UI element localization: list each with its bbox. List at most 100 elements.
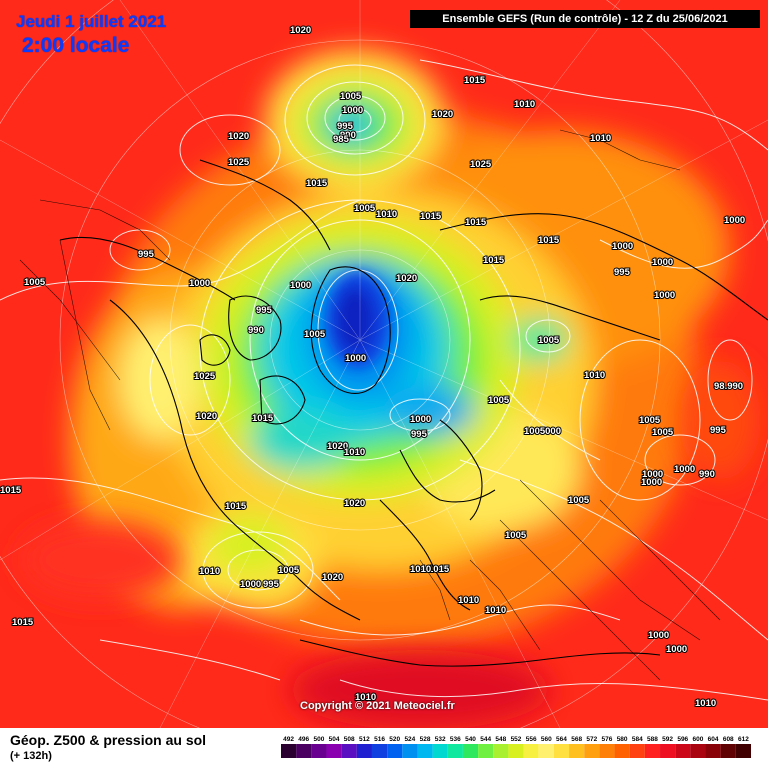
pressure-label: 1015 <box>428 564 450 575</box>
pressure-label: 1005 <box>538 335 560 346</box>
pressure-label: 1005 <box>354 203 376 214</box>
pressure-label: 1000 <box>290 280 311 291</box>
legend-value-label: 600 <box>693 736 704 743</box>
legend-value-label: 580 <box>617 736 628 743</box>
graticule-meridians <box>0 0 768 728</box>
pressure-label: 1010 <box>355 692 376 703</box>
pressure-label: 98.990 <box>714 381 743 392</box>
pressure-label: 990 <box>340 130 356 141</box>
pressure-label: 1015 <box>306 178 328 189</box>
legend-color-swatch <box>432 744 448 758</box>
legend-color-swatch <box>523 744 539 758</box>
legend-color-swatch <box>735 744 751 758</box>
legend-value-label: 572 <box>586 736 597 743</box>
pressure-label: 1005 <box>24 277 46 288</box>
legend-value-label: 568 <box>571 736 582 743</box>
pressure-label: 995 <box>263 579 280 590</box>
legend-value-label: 592 <box>662 736 673 743</box>
legend-value-label: 612 <box>738 736 749 743</box>
legend-color-swatch <box>629 744 645 758</box>
pressure-label: 1005 <box>568 495 590 506</box>
color-scale-legend: 492 496 500 504 508 512 516 520 524 528 532 536 540 5… <box>281 736 751 758</box>
legend-color-swatch <box>296 744 312 758</box>
pressure-label: 1010 <box>376 209 397 220</box>
pressure-label: 1000 <box>641 477 662 488</box>
pressure-label: 1000 <box>648 630 669 641</box>
pressure-label: 1010 <box>695 698 716 709</box>
pressure-label: 1015 <box>538 235 560 246</box>
legend-value-label: 532 <box>435 736 446 743</box>
pressure-label: 1015 <box>0 485 22 496</box>
pressure-label: 1015 <box>12 617 34 628</box>
pressure-label: 995 <box>614 267 631 278</box>
legend-color-swatch <box>538 744 554 758</box>
legend-color-swatch <box>720 744 736 758</box>
pressure-label: 990 <box>699 469 715 480</box>
legend-color-swatch <box>660 744 676 758</box>
pressure-label: 1005 <box>505 530 527 541</box>
isobar-lines <box>0 59 768 701</box>
legend-color-swatch <box>371 744 388 758</box>
legend-value-label: 524 <box>404 736 415 743</box>
legend-value-label: 500 <box>313 736 324 743</box>
pressure-label: 995 <box>710 425 727 436</box>
pressure-label: 1005 <box>278 565 300 576</box>
pressure-label: 1010 <box>199 566 220 577</box>
legend-color-swatch <box>311 744 327 758</box>
pressure-label: 1020 <box>432 109 453 120</box>
pressure-label: 1015 <box>225 501 247 512</box>
pressure-label: 1010 <box>410 564 431 575</box>
pressure-label: 1000 <box>666 644 687 655</box>
pressure-label: 1020 <box>196 411 217 422</box>
pressure-label: 990 <box>248 325 264 336</box>
pressure-label: 1000 <box>654 290 675 301</box>
pressure-label: 1015 <box>420 211 442 222</box>
pressure-label: 995 <box>138 249 155 260</box>
model-run-banner: Ensemble GEFS (Run de contrôle) - 12 Z d… <box>410 10 760 28</box>
legend-color-swatch <box>493 744 509 758</box>
pressure-label: 1000 <box>345 353 366 364</box>
legend-value-label: 536 <box>450 736 461 743</box>
legend-color-swatch <box>281 744 297 758</box>
pressure-label: 1020 <box>327 441 348 452</box>
forecast-lead-time: (+ 132h) <box>10 750 52 762</box>
legend-value-label: 520 <box>389 736 400 743</box>
legend-color-swatch <box>584 744 600 758</box>
legend-value-label: 540 <box>465 736 476 743</box>
legend-color-swatch <box>447 744 463 758</box>
legend-value-label: 504 <box>329 736 340 743</box>
pressure-label: 1005 <box>304 329 326 340</box>
low-center-shading <box>326 272 390 368</box>
pressure-label: 1000 <box>724 215 745 226</box>
legend-color-swatch <box>326 744 342 758</box>
pressure-label: 1000 <box>410 414 431 425</box>
legend-value-label: 584 <box>632 736 643 743</box>
pressure-label: 995 <box>337 121 354 132</box>
bottom-info-panel: Géop. Z500 & pression au sol (+ 132h) 49… <box>0 728 768 768</box>
legend-value-label: 516 <box>374 736 385 743</box>
pressure-label: 1010 <box>514 99 535 110</box>
legend-value-label: 544 <box>480 736 491 743</box>
legend-value-label: 552 <box>511 736 522 743</box>
legend-value-label: 556 <box>526 736 537 743</box>
legend-value-label: 508 <box>344 736 355 743</box>
legend-color-swatch <box>690 744 706 758</box>
legend-value-label: 548 <box>495 736 506 743</box>
pressure-label: 1010 <box>584 370 605 381</box>
pressure-label: 1010 <box>590 133 611 144</box>
legend-color-swatch <box>462 744 479 758</box>
legend-value-label: 512 <box>359 736 370 743</box>
legend-value-label: 596 <box>677 736 688 743</box>
pressure-label: 995 <box>411 429 428 440</box>
legend-color-swatch <box>417 744 433 758</box>
product-title: Géop. Z500 & pression au sol <box>10 732 207 748</box>
coastlines <box>59 159 768 667</box>
pressure-label: 1020 <box>396 273 417 284</box>
pressure-label: 1005 <box>639 415 661 426</box>
legend-color-swatch <box>614 744 630 758</box>
legend-value-label: 604 <box>708 736 719 743</box>
pressure-label: 1015 <box>252 413 274 424</box>
pressure-label: 1005 <box>340 91 362 102</box>
